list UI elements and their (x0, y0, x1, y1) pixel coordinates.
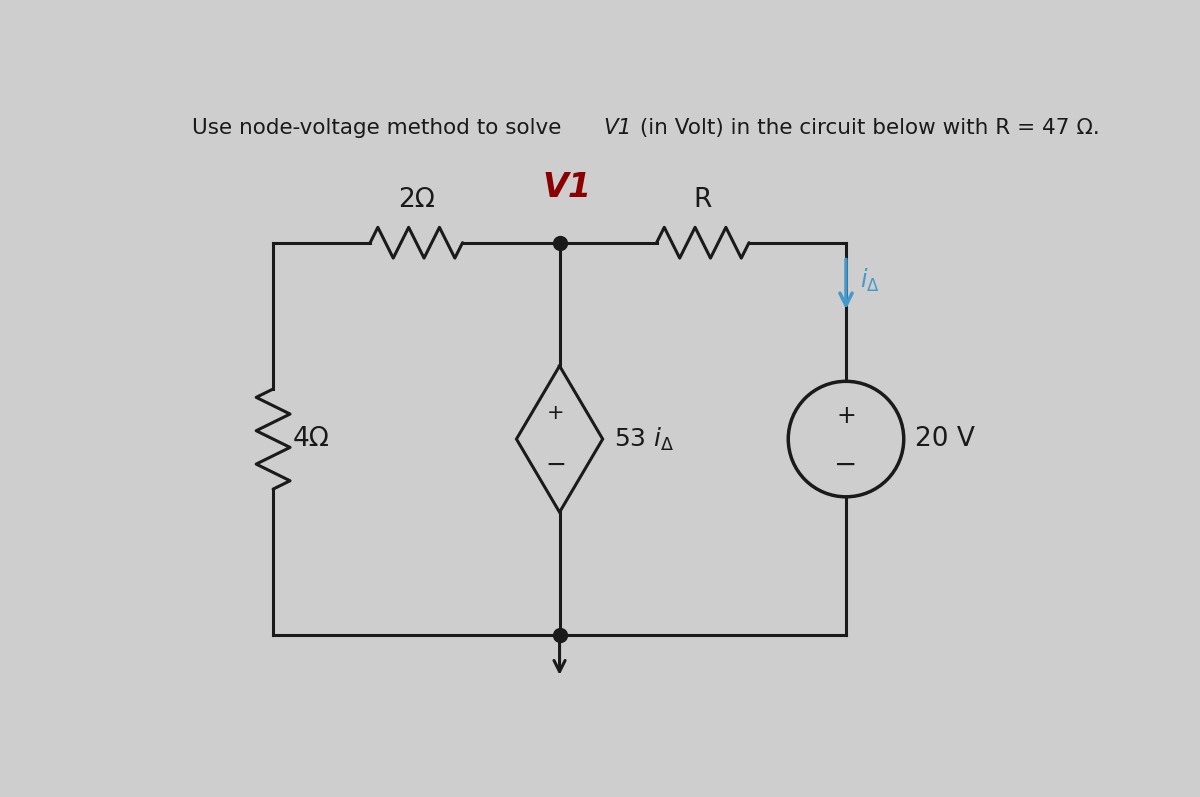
Text: $i_\Delta$: $i_\Delta$ (860, 267, 880, 294)
Text: 4Ω: 4Ω (293, 426, 329, 452)
Text: Use node-voltage method to solve: Use node-voltage method to solve (192, 118, 568, 138)
Text: 20 V: 20 V (916, 426, 976, 452)
Text: V1: V1 (542, 171, 592, 204)
Text: V1: V1 (604, 118, 632, 138)
Text: R: R (694, 187, 712, 214)
Text: +: + (547, 402, 564, 422)
Text: −: − (545, 453, 566, 477)
Text: +: + (836, 404, 856, 428)
Text: 2Ω: 2Ω (398, 187, 434, 214)
Text: 53 $i_\Delta$: 53 $i_\Delta$ (614, 426, 674, 453)
Text: −: − (834, 451, 858, 479)
Text: (in Volt) in the circuit below with R = 47 Ω.: (in Volt) in the circuit below with R = … (632, 118, 1099, 138)
